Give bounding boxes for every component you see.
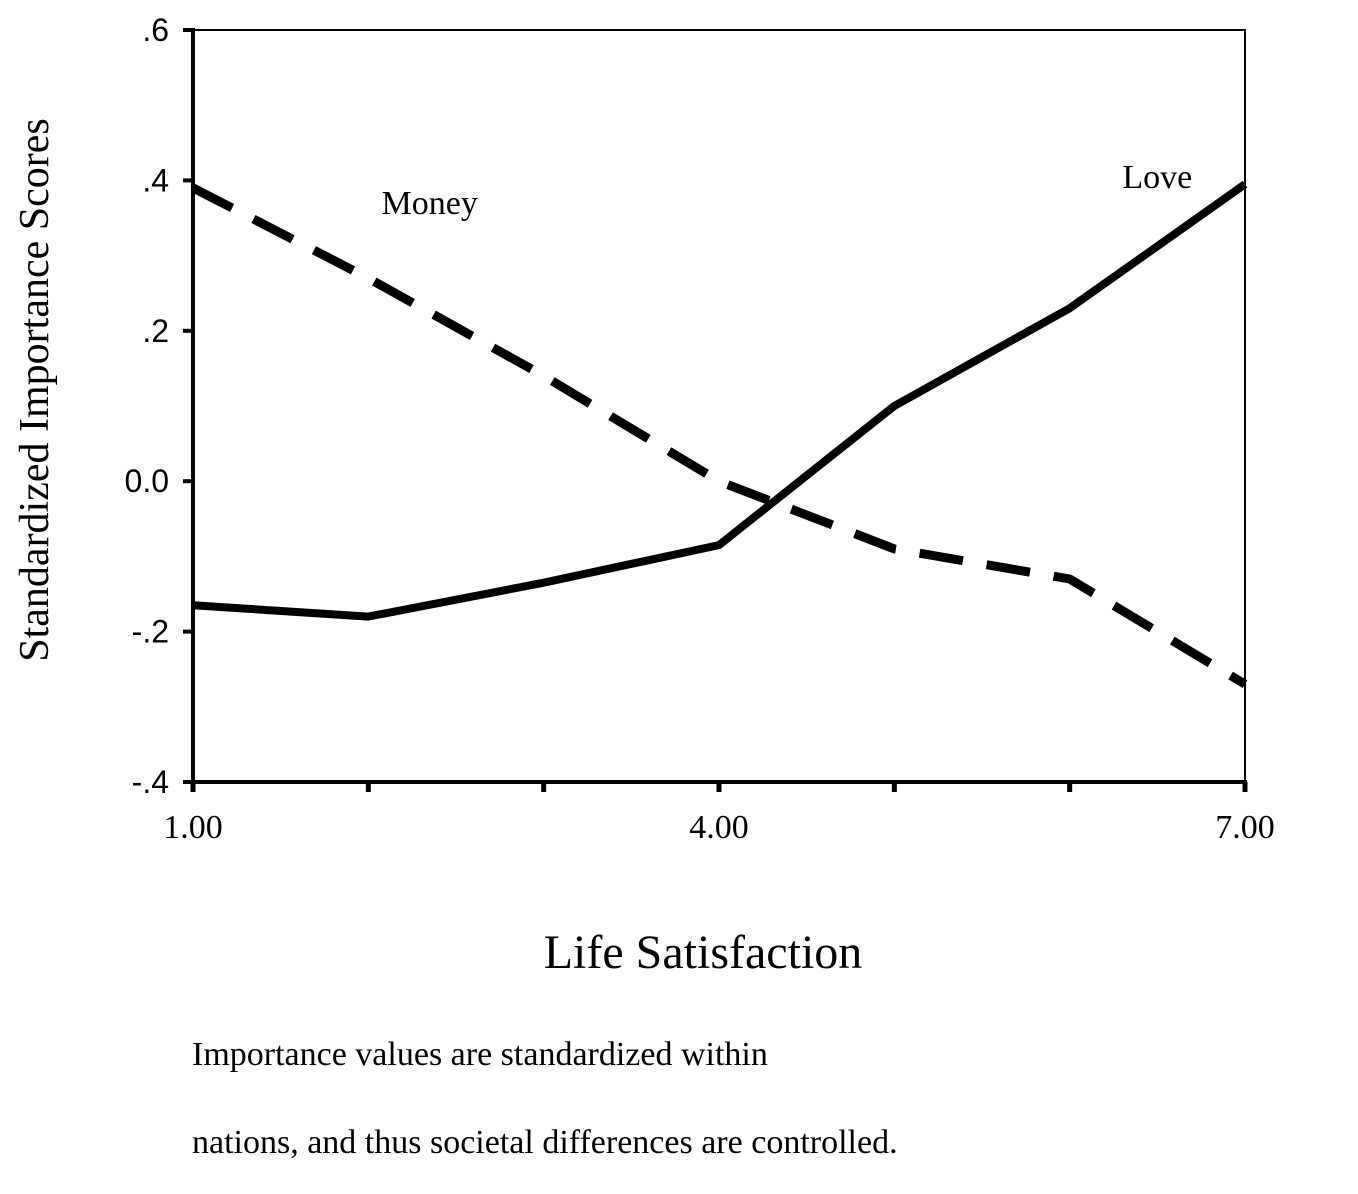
x-tick-label: 4.00 [689, 809, 749, 846]
axes [183, 28, 1248, 792]
x-axis-title: Life Satisfaction [544, 926, 863, 979]
y-axis-title: Standardized Importance Scores [12, 118, 58, 661]
y-tick-label: .4 [142, 162, 169, 198]
series-lines [190, 180, 1248, 689]
x-tick-label: 7.00 [1215, 809, 1275, 846]
series-line-money [190, 183, 1248, 689]
footnote-line-1: Importance values are standardized withi… [192, 1036, 768, 1073]
series-label-love: Love [1122, 159, 1192, 196]
y-tick-label: .2 [142, 313, 169, 349]
x-tick-label: 1.00 [163, 809, 223, 846]
y-tick-label: 0.0 [125, 463, 169, 499]
y-tick-label: -.4 [132, 764, 169, 800]
series-label-money: Money [382, 185, 478, 222]
y-tick-label: .6 [142, 12, 169, 48]
plot-frame [192, 29, 1246, 783]
series-line-love [192, 180, 1248, 621]
footnote-line-2: nations, and thus societal differences a… [192, 1124, 898, 1161]
y-tick-label: -.2 [132, 614, 169, 650]
chart-labels: -.4 -.2 0.0 .2 .4 .6 1.00 4.00 7.00 Life Satisfac… [12, 12, 1275, 979]
